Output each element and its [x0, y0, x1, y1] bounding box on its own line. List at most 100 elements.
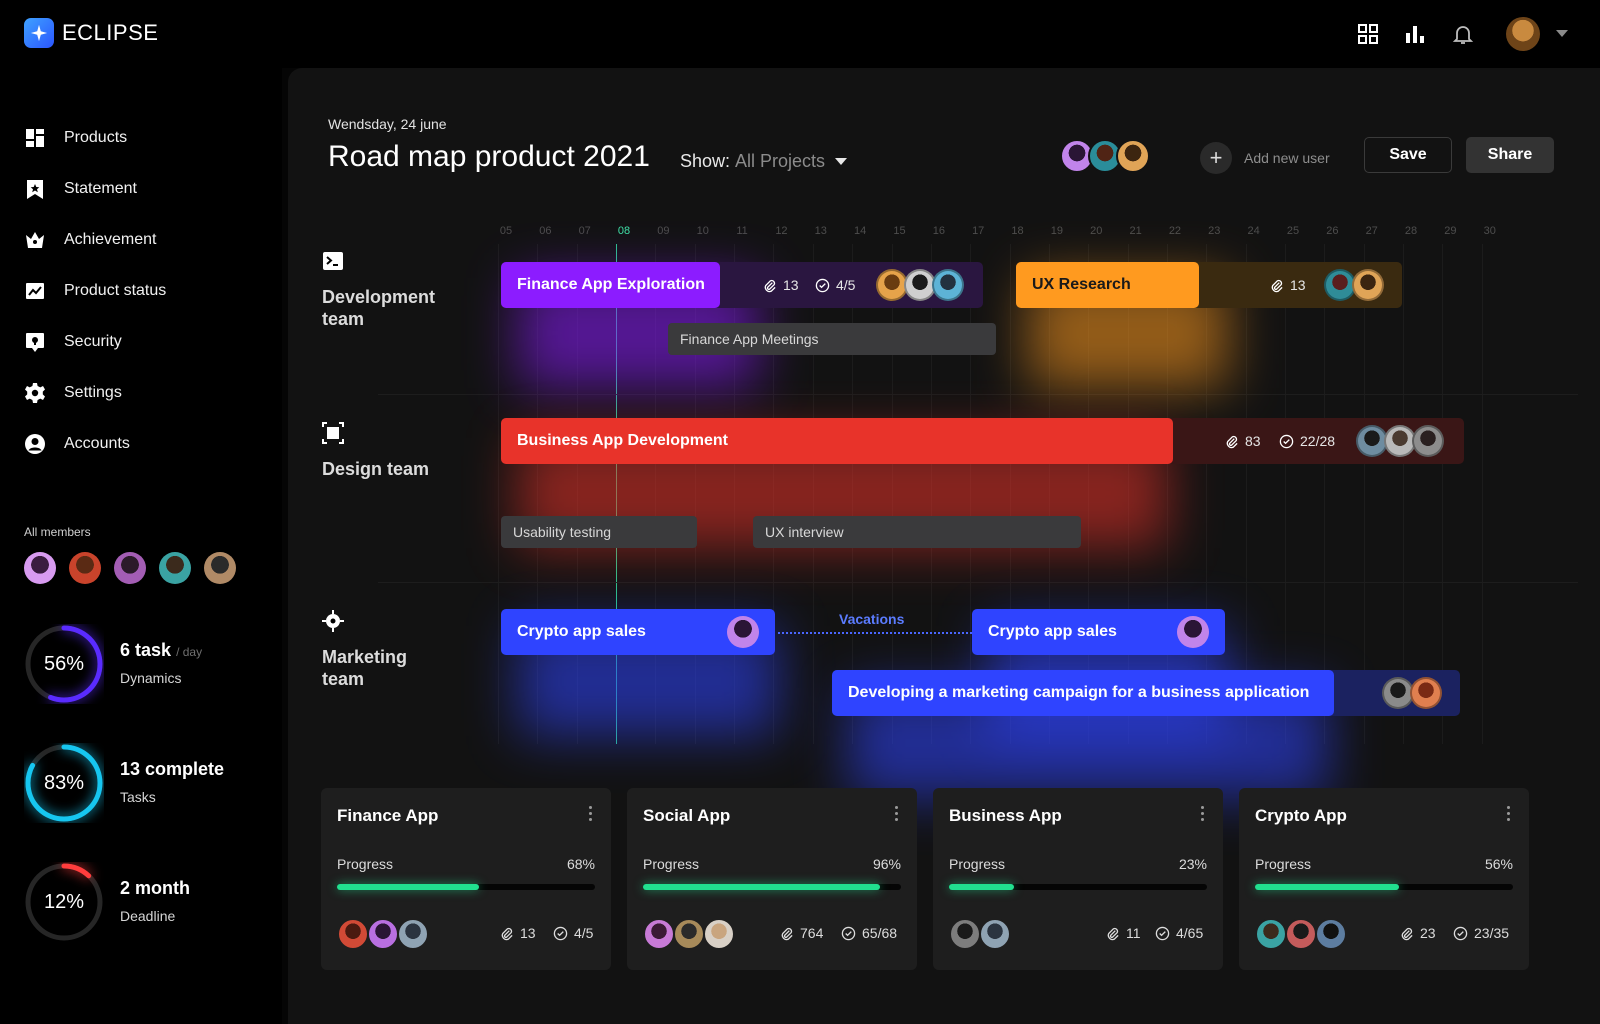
avatar[interactable] [643, 918, 675, 950]
stat-tasks: 83% 13 complete Tasks [24, 743, 264, 827]
avatar[interactable] [337, 918, 369, 950]
plus-icon: + [1200, 142, 1232, 174]
progress-label: Progress [949, 856, 1006, 872]
avatar[interactable] [1384, 425, 1416, 457]
project-card[interactable]: Social App Progress 96% 764 65/68 [627, 788, 917, 970]
team-development: Development team [322, 250, 472, 330]
sidebar-item-accounts[interactable]: Accounts [24, 429, 130, 459]
sidebar-item-achievement[interactable]: Achievement [24, 225, 157, 255]
avatar[interactable] [979, 918, 1011, 950]
stat-dynamics: 56% 6 task / day Dynamics [24, 624, 264, 708]
member-avatar[interactable] [159, 552, 191, 584]
sidebar-item-label: Statement [64, 180, 137, 197]
user-avatar[interactable] [1506, 17, 1540, 51]
save-button[interactable]: Save [1364, 137, 1452, 173]
progress-ring [25, 744, 103, 822]
frame-select-icon [322, 422, 344, 444]
more-options-icon[interactable] [1507, 806, 1511, 822]
sidebar-item-security[interactable]: Security [24, 327, 122, 357]
stat-desc: Dynamics [120, 670, 182, 686]
stat-desc: Deadline [120, 908, 176, 924]
grid-line [1324, 244, 1326, 744]
grid-line [1481, 244, 1483, 744]
day-label: 06 [539, 225, 552, 237]
avatar[interactable] [1412, 425, 1444, 457]
task-bar-marketing-campaign[interactable]: Developing a marketing campaign for a bu… [832, 670, 1334, 716]
paperclip-icon [764, 279, 776, 292]
add-user-label: Add new user [1244, 150, 1330, 166]
sidebar-item-label: Settings [64, 384, 122, 401]
member-avatar[interactable] [204, 552, 236, 584]
avatar[interactable] [1352, 269, 1384, 301]
attachments-count: 13 [762, 277, 799, 293]
task-bar-finance-exploration[interactable]: Finance App Exploration [501, 262, 720, 308]
day-label: 27 [1365, 225, 1378, 237]
day-label: 25 [1286, 225, 1300, 237]
avatar[interactable] [1255, 918, 1287, 950]
sidebar: Products Statement Achievement Product s… [0, 68, 282, 1024]
task-usability-testing[interactable]: Usability testing [501, 516, 697, 548]
avatar[interactable] [673, 918, 705, 950]
grid-line [1245, 244, 1247, 744]
sidebar-item-label: Products [64, 129, 128, 146]
avatar[interactable] [397, 918, 429, 950]
avatar[interactable] [727, 616, 759, 648]
app-logo[interactable]: ECLIPSE [24, 18, 158, 48]
sidebar-item-product-status[interactable]: Product status [24, 276, 166, 306]
bar-chart-icon[interactable] [1403, 22, 1427, 46]
project-card[interactable]: Business App Progress 23% 11 4/65 [933, 788, 1223, 970]
member-avatar[interactable] [69, 552, 101, 584]
task-bar-crypto-sales[interactable]: Crypto app sales [501, 609, 775, 655]
grid-icon[interactable] [1356, 22, 1380, 46]
sidebar-item-label: Accounts [64, 435, 130, 452]
task-bar-crypto-sales[interactable]: Crypto app sales [972, 609, 1225, 655]
avatar[interactable] [367, 918, 399, 950]
stat-title: 13 complete [120, 759, 225, 779]
bell-icon[interactable] [1451, 22, 1475, 46]
task-bar-ux-research[interactable]: UX Research [1016, 262, 1199, 308]
check-circle-icon [1155, 926, 1170, 940]
stat-deadline: 12% 2 month Deadline [24, 862, 264, 946]
check-circle-icon [841, 926, 856, 940]
member-avatar[interactable] [114, 552, 146, 584]
grid-icon [26, 129, 44, 147]
day-label: 05 [499, 225, 513, 237]
day-label: 12 [775, 225, 788, 237]
member-avatar[interactable] [24, 552, 56, 584]
avatar[interactable] [1285, 918, 1317, 950]
add-new-user-button[interactable]: + Add new user [1200, 142, 1330, 174]
lock-shield-icon [26, 333, 44, 352]
row-divider [378, 394, 1578, 395]
avatar[interactable] [932, 269, 964, 301]
team-marketing: Marketing team [322, 610, 472, 690]
progress-bar [949, 884, 1207, 890]
project-card[interactable]: Finance App Progress 68% 13 4/5 [321, 788, 611, 970]
avatar[interactable] [1177, 616, 1209, 648]
task-ux-interview[interactable]: UX interview [753, 516, 1081, 548]
project-card[interactable]: Crypto App Progress 56% 23 23/35 [1239, 788, 1529, 970]
chevron-down-icon [835, 158, 848, 165]
chevron-down-icon[interactable] [1556, 30, 1568, 37]
avatar[interactable] [1410, 677, 1442, 709]
checks-count: 22/28 [1279, 433, 1335, 449]
more-options-icon[interactable] [589, 806, 593, 822]
progress-ring [25, 863, 103, 941]
share-button[interactable]: Share [1466, 137, 1554, 173]
sidebar-item-settings[interactable]: Settings [24, 378, 122, 408]
more-options-icon[interactable] [895, 806, 899, 822]
avatar[interactable] [1116, 139, 1150, 173]
project-filter-dropdown[interactable]: Show: All Projects [680, 151, 848, 172]
sidebar-item-statement[interactable]: Statement [24, 174, 137, 204]
project-title: Social App [643, 806, 731, 825]
task-finance-meetings[interactable]: Finance App Meetings [668, 323, 996, 355]
progress-percent: 96% [872, 856, 901, 872]
sidebar-item-products[interactable]: Products [24, 123, 127, 153]
day-label: 16 [932, 225, 945, 237]
stat-desc: Tasks [120, 789, 156, 805]
avatar[interactable] [703, 918, 735, 950]
attachments-count: 23 [1399, 925, 1436, 941]
avatar[interactable] [949, 918, 981, 950]
avatar[interactable] [1315, 918, 1347, 950]
task-bar-business-development[interactable]: Business App Development [501, 418, 1173, 464]
more-options-icon[interactable] [1201, 806, 1205, 822]
